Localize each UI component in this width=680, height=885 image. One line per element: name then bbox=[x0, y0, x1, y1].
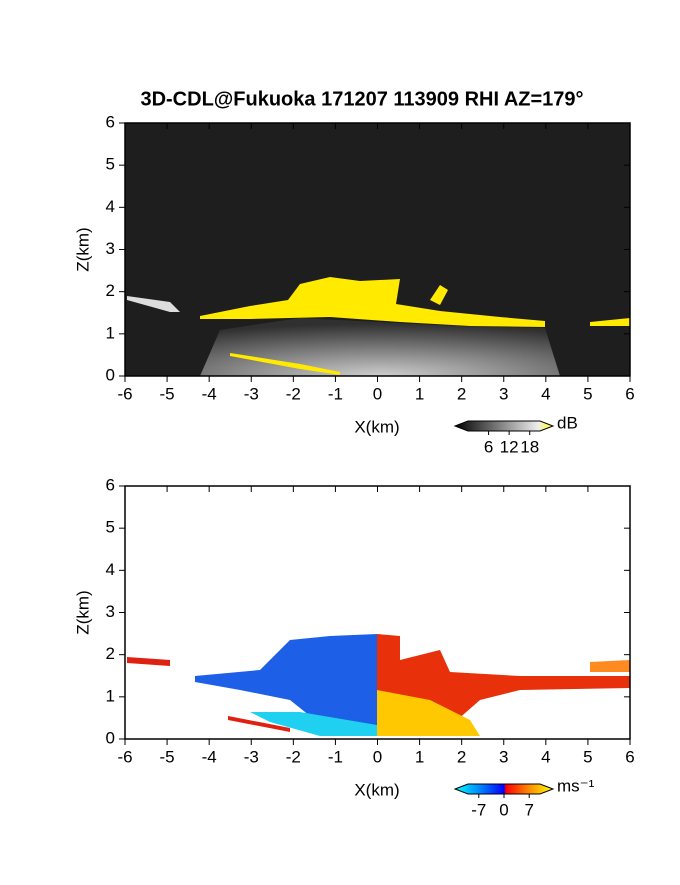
echo-layer bbox=[230, 353, 340, 375]
y-axis-label: Z(km) bbox=[73, 590, 92, 634]
x-tick-label: 2 bbox=[457, 384, 466, 403]
echo-layer bbox=[590, 318, 630, 326]
colorbar-tick-label: 7 bbox=[524, 800, 533, 819]
y-tick-label: 4 bbox=[106, 560, 115, 579]
x-tick-label: 3 bbox=[499, 747, 508, 766]
velocity-region bbox=[228, 716, 290, 732]
velocity-region bbox=[127, 657, 170, 666]
y-axis-label: Z(km) bbox=[73, 227, 92, 271]
x-tick-label: 5 bbox=[583, 747, 592, 766]
y-tick-label: 5 bbox=[106, 518, 115, 537]
velocity-region bbox=[250, 712, 377, 736]
y-tick-label: 4 bbox=[106, 197, 115, 216]
x-tick-label: -3 bbox=[244, 384, 259, 403]
x-tick-label: 1 bbox=[415, 384, 424, 403]
chart-title: 3D-CDL@Fukuoka 171207 113909 RHI AZ=179° bbox=[140, 88, 583, 110]
x-tick-label: 0 bbox=[373, 747, 382, 766]
x-axis-label: X(km) bbox=[354, 417, 399, 436]
x-tick-label: -6 bbox=[117, 747, 132, 766]
velocity-region bbox=[377, 690, 480, 736]
y-tick-label: 1 bbox=[106, 323, 115, 342]
x-tick-label: 0 bbox=[373, 384, 382, 403]
x-tick-label: -5 bbox=[160, 384, 175, 403]
echo-fan bbox=[200, 318, 560, 376]
velocity-region bbox=[590, 660, 630, 672]
velocity-region bbox=[195, 634, 377, 735]
colorbar-tick-label: 6 bbox=[484, 437, 493, 456]
echo-layer bbox=[127, 296, 180, 312]
colorbar-label: ms⁻¹ bbox=[557, 776, 595, 795]
colorbar-tick-label: 0 bbox=[499, 800, 508, 819]
x-tick-label: 2 bbox=[457, 747, 466, 766]
y-tick-label: 3 bbox=[106, 602, 115, 621]
x-tick-label: -5 bbox=[160, 747, 175, 766]
x-tick-label: 1 bbox=[415, 747, 424, 766]
y-tick-label: 2 bbox=[106, 281, 115, 300]
x-tick-label: -1 bbox=[328, 747, 343, 766]
x-tick-label: 4 bbox=[541, 747, 550, 766]
colorbar-label: dB bbox=[557, 413, 578, 432]
y-tick-label: 3 bbox=[106, 239, 115, 258]
x-tick-label: -1 bbox=[328, 384, 343, 403]
echo-layer bbox=[200, 277, 545, 327]
x-tick-label: -4 bbox=[202, 384, 217, 403]
colorbar-tick-label: 12 bbox=[500, 437, 519, 456]
x-tick-label: 3 bbox=[499, 384, 508, 403]
y-tick-label: 6 bbox=[106, 475, 115, 494]
y-tick-label: 1 bbox=[106, 686, 115, 705]
y-tick-label: 0 bbox=[106, 365, 115, 384]
colorbar-tick-label: -7 bbox=[471, 800, 486, 819]
x-tick-label: 5 bbox=[583, 384, 592, 403]
colorbar bbox=[453, 420, 555, 432]
colorbar-tick-label: 18 bbox=[520, 437, 539, 456]
y-tick-label: 0 bbox=[106, 728, 115, 747]
x-tick-label: -2 bbox=[286, 384, 301, 403]
echo-layer bbox=[430, 285, 448, 305]
x-axis-label: X(km) bbox=[354, 780, 399, 799]
colorbar bbox=[453, 783, 555, 795]
x-tick-label: -6 bbox=[117, 384, 132, 403]
x-tick-label: 4 bbox=[541, 384, 550, 403]
y-tick-label: 5 bbox=[106, 155, 115, 174]
x-tick-label: 6 bbox=[625, 384, 634, 403]
y-tick-label: 2 bbox=[106, 644, 115, 663]
y-tick-label: 6 bbox=[106, 112, 115, 131]
x-tick-label: -4 bbox=[202, 747, 217, 766]
x-tick-label: -3 bbox=[244, 747, 259, 766]
x-tick-label: 6 bbox=[625, 747, 634, 766]
x-tick-label: -2 bbox=[286, 747, 301, 766]
